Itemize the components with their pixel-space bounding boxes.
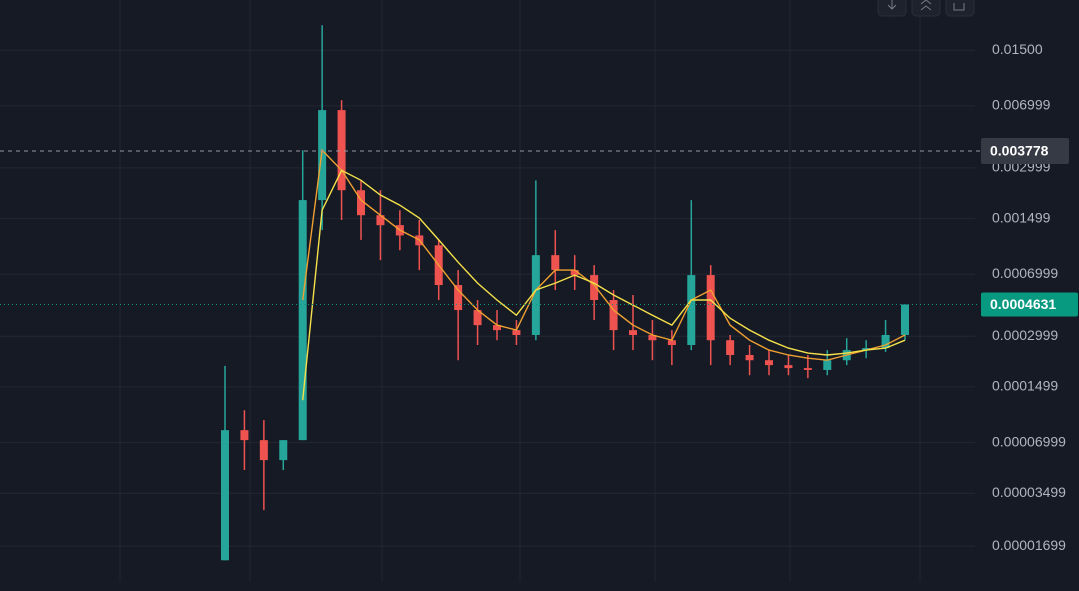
candle-body	[726, 340, 735, 355]
fullscreen-icon	[953, 3, 965, 11]
candle-body	[337, 110, 346, 191]
candle-body	[648, 334, 657, 341]
candle-body	[454, 285, 463, 311]
candle-body	[629, 330, 637, 335]
y-tick-label: 0.0001499	[992, 378, 1058, 394]
candle-body	[376, 215, 385, 226]
moving-average-line	[302, 169, 906, 401]
y-tick-label: 0.001499	[992, 209, 1051, 225]
candles	[221, 25, 909, 561]
scroll-icon	[887, 0, 897, 10]
candle-body	[259, 440, 268, 461]
candle-body	[279, 440, 288, 461]
candle-body	[221, 430, 229, 561]
fullscreen-button[interactable]	[945, 0, 975, 17]
candle-body	[240, 430, 249, 441]
y-tick-label: 0.01500	[992, 41, 1043, 57]
candle-body	[531, 255, 540, 335]
candle-body	[784, 365, 793, 369]
candle-body	[473, 310, 482, 326]
y-tick-label: 0.00003499	[992, 484, 1066, 500]
y-tick-label: 0.0002999	[992, 327, 1058, 343]
candle-body	[823, 360, 832, 370]
candle-body	[570, 270, 579, 276]
candle-body	[765, 360, 773, 366]
candle-body	[687, 275, 696, 345]
candle-body	[667, 340, 676, 345]
moving-average-line	[302, 148, 906, 361]
candle-body	[881, 334, 890, 349]
toolbar	[877, 0, 975, 17]
candle-body	[551, 255, 560, 271]
crosshair-label: 0.003778	[990, 143, 1049, 159]
candle-body	[357, 190, 365, 216]
last-price-label-bg	[981, 292, 1078, 317]
y-tick-label: 0.00006999	[992, 433, 1066, 449]
crosshair-label-bg	[981, 137, 1069, 164]
y-tick-label: 0.00001699	[992, 537, 1066, 553]
vertical-grid	[119, 0, 921, 582]
candle-body	[706, 275, 715, 341]
last-price-label: 0.0004631	[990, 296, 1056, 312]
collapse-button[interactable]	[911, 0, 941, 17]
y-tick-label: 0.0006999	[992, 265, 1058, 281]
candle-body	[590, 275, 599, 301]
candle-body	[493, 325, 501, 331]
y-tick-label: 0.006999	[992, 97, 1051, 113]
candle-body	[901, 304, 909, 335]
candle-body	[609, 300, 618, 331]
collapse-icon	[920, 0, 932, 11]
candle-body	[862, 348, 871, 351]
candle-body	[512, 330, 521, 335]
candle-body	[803, 368, 812, 370]
candle-body	[745, 354, 754, 361]
candle-body	[298, 200, 307, 441]
